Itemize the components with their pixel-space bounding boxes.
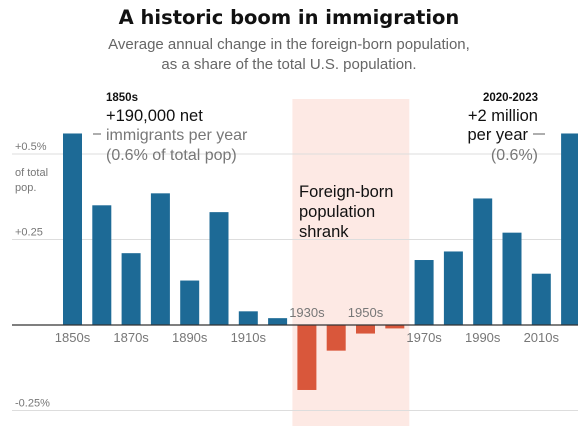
bar-1960s: [385, 325, 405, 329]
bar-1950s: [356, 325, 375, 334]
bar-1990s: [473, 198, 493, 325]
x-tick-label-1850s: 1850s: [55, 330, 91, 345]
annotation-right-line-1: +2 million: [468, 107, 538, 125]
x-tick-label-1910s: 1910s: [231, 330, 267, 345]
bar-1860s: [92, 205, 112, 325]
x-tick-label-2010s: 2010s: [524, 330, 560, 345]
annotation-left-head: 1850s: [106, 92, 138, 104]
bar-1930s: [297, 325, 317, 390]
bar-2000s: [502, 232, 522, 325]
bar-1890s: [180, 280, 200, 325]
bar-1920s: [268, 318, 288, 325]
bar-1940s: [326, 325, 346, 351]
shaded-region-label-line-2: population: [299, 203, 375, 221]
annotation-left-line-1: immigrants per year: [106, 127, 248, 144]
annotation-right-head: 2020-2023: [483, 92, 538, 104]
annotation-right-line-3: (0.6%): [491, 147, 538, 164]
y-unit-label: pop.: [15, 182, 36, 194]
x-tick-label-1870s: 1870s: [113, 330, 149, 345]
annotation-left-line-2: (0.6% of total pop): [106, 147, 237, 164]
chart-subtitle-line-2: as a share of the total U.S. population.: [161, 56, 417, 73]
bar-2020-2023: [561, 133, 578, 325]
chart-title: A historic boom in immigration: [118, 6, 460, 29]
bar-1870s: [121, 253, 141, 325]
x-tick-label-1890s: 1890s: [172, 330, 208, 345]
bar-1880s: [150, 193, 170, 325]
x-tick-label-1990s: 1990s: [465, 330, 501, 345]
shaded-region-label-line-1: Foreign-born: [299, 183, 393, 201]
bar-1910s: [238, 311, 258, 325]
bar-1980s: [443, 251, 463, 325]
y-tick-label: +0.25: [15, 227, 43, 239]
bar-2010s: [531, 273, 551, 325]
bar-1970s: [414, 260, 434, 325]
annotation-left-big: +190,000 net: [106, 107, 203, 125]
bar-1900s: [209, 212, 229, 325]
y-tick-label: +0.5%: [15, 141, 47, 153]
chart-subtitle-line-1: Average annual change in the foreign-bor…: [108, 36, 470, 53]
x-tick-label-1950s: 1950s: [348, 305, 384, 320]
annotation-right-line-2: per year: [467, 126, 528, 144]
x-tick-label-1930s: 1930s: [289, 305, 325, 320]
bar-1850s: [63, 133, 82, 325]
y-unit-label: of total: [15, 167, 48, 179]
y-tick-label: -0.25%: [15, 398, 50, 410]
x-tick-label-1970s: 1970s: [406, 330, 442, 345]
shaded-region-label-line-3: shrank: [299, 223, 349, 241]
